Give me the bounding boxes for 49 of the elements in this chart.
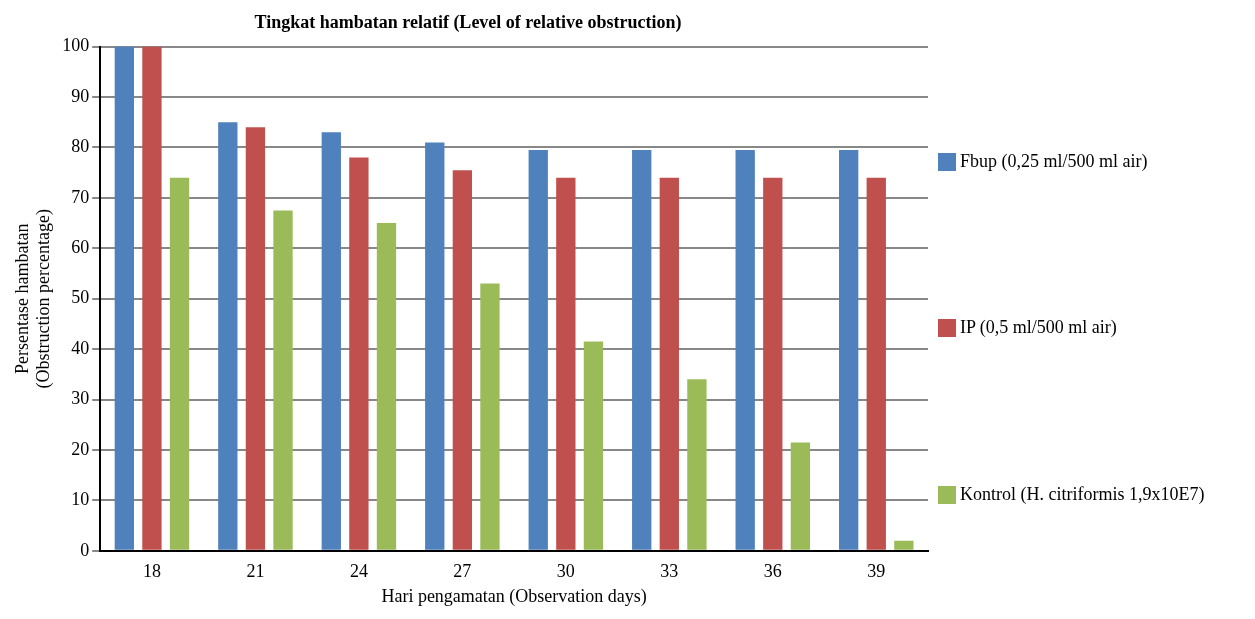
- bar: [866, 177, 886, 550]
- y-tick-label: 20: [71, 438, 90, 459]
- bar: [528, 149, 548, 550]
- bar: [218, 122, 238, 550]
- bar: [376, 223, 397, 550]
- y-tick-label: 40: [71, 337, 90, 358]
- x-tick-label: 36: [763, 561, 782, 582]
- bar: [659, 177, 679, 550]
- y-tick-label: 50: [71, 287, 90, 308]
- bar: [349, 157, 369, 550]
- bar: [169, 177, 190, 550]
- bar: [763, 177, 783, 550]
- x-tick-label: 21: [246, 561, 265, 582]
- bar: [632, 149, 652, 550]
- bar: [556, 177, 576, 550]
- legend-label: Kontrol (H. citriformis 1,9x10E7): [960, 484, 1205, 506]
- x-tick-label: 39: [867, 561, 886, 582]
- bar: [480, 283, 500, 550]
- bar: [790, 442, 811, 550]
- x-tick-label: 33: [660, 561, 679, 582]
- legend-label: Fbup (0,25 ml/500 ml air): [960, 150, 1148, 172]
- x-tick-label: 27: [453, 561, 472, 582]
- y-axis-title: Persentase hambatan (Obstruction percentage): [11, 208, 55, 389]
- bar: [245, 127, 266, 550]
- bar: [583, 341, 604, 550]
- y-tick-label: 100: [62, 35, 90, 56]
- bar: [142, 46, 162, 550]
- bar: [321, 132, 341, 550]
- y-tick-label: 60: [71, 237, 90, 258]
- x-tick-label: 30: [556, 561, 575, 582]
- y-tick-label: 0: [80, 539, 90, 560]
- x-tick-label: 18: [142, 561, 161, 582]
- x-tick-label: 24: [349, 561, 368, 582]
- legend-label: IP (0,5 ml/500 ml air): [960, 317, 1117, 339]
- bar: [452, 170, 473, 550]
- y-tick-label: 90: [71, 85, 90, 106]
- bar: [839, 149, 859, 550]
- chart-title: Tingkat hambatan relatif (Level of relative obstruction): [254, 12, 682, 34]
- bar: [114, 46, 134, 550]
- x-axis-title: Hari pengamatan (Observation days): [381, 585, 647, 607]
- y-tick-label: 70: [71, 186, 90, 207]
- bar: [735, 149, 755, 550]
- y-tick-label: 10: [71, 489, 90, 510]
- bar: [425, 142, 445, 550]
- bar: [894, 540, 914, 550]
- bar: [687, 379, 707, 550]
- y-tick-label: 30: [71, 388, 90, 409]
- y-tick-label: 80: [71, 136, 90, 157]
- bar: [273, 210, 293, 550]
